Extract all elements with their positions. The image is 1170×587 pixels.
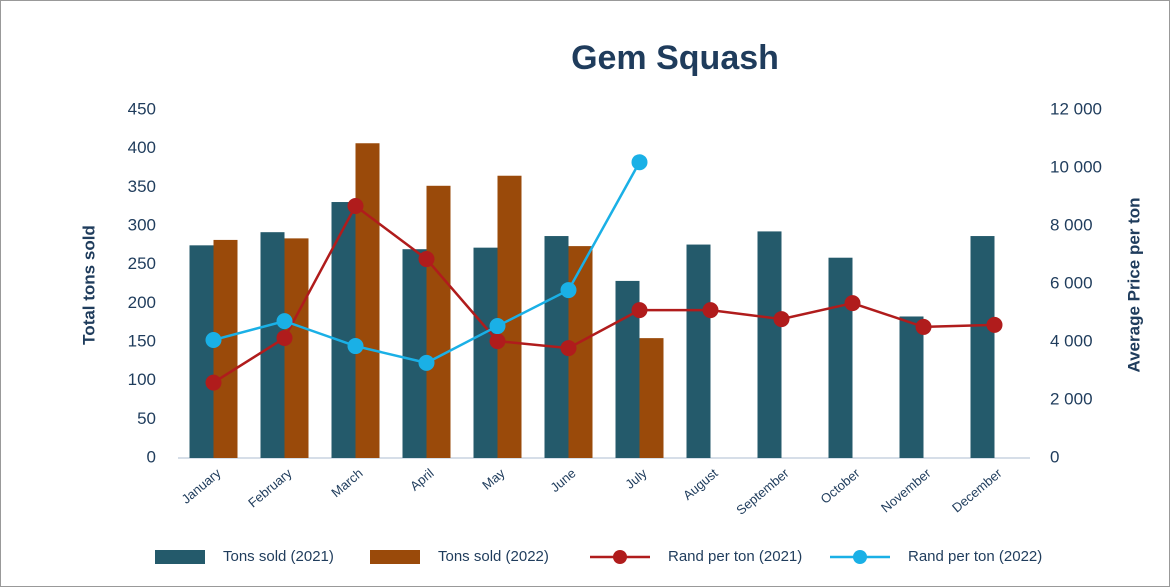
marker	[276, 329, 293, 346]
legend-label: Rand per ton (2022)	[908, 548, 1042, 565]
bar	[757, 231, 782, 458]
bar	[970, 236, 995, 458]
marker	[844, 295, 861, 312]
marker	[205, 331, 222, 348]
legend-label: Rand per ton (2021)	[668, 548, 802, 565]
y-tick-label: 250	[128, 254, 156, 273]
marker	[347, 197, 364, 214]
bar	[189, 245, 214, 458]
y2-axis-label: Average Price per ton	[1124, 197, 1143, 372]
marker	[631, 154, 648, 171]
y2-tick-label: 8 000	[1050, 215, 1093, 234]
y-tick-label: 200	[128, 293, 156, 312]
legend-label: Tons sold (2021)	[223, 548, 334, 565]
legend-marker	[613, 550, 627, 564]
bar	[899, 316, 924, 458]
legend-swatch	[155, 550, 205, 564]
marker	[489, 333, 506, 350]
marker	[560, 282, 577, 299]
legend-swatch	[370, 550, 420, 564]
y2-tick-label: 12 000	[1050, 99, 1102, 118]
bar	[686, 244, 711, 458]
bar	[426, 185, 451, 458]
y2-tick-label: 0	[1050, 447, 1059, 466]
marker	[489, 318, 506, 335]
marker	[631, 302, 648, 319]
bar	[331, 202, 356, 458]
bar	[284, 238, 309, 458]
bar	[402, 249, 427, 458]
y-tick-label: 300	[128, 215, 156, 234]
bar	[639, 338, 664, 458]
y2-tick-label: 6 000	[1050, 273, 1093, 292]
legend-marker	[853, 550, 867, 564]
legend-label: Tons sold (2022)	[438, 548, 549, 565]
marker	[347, 338, 364, 355]
y2-tick-label: 4 000	[1050, 331, 1093, 350]
bar	[828, 257, 853, 458]
marker	[418, 354, 435, 371]
y-tick-label: 350	[128, 177, 156, 196]
y-axis-label: Total tons sold	[79, 225, 98, 345]
line	[212, 204, 995, 384]
marker	[205, 374, 222, 391]
chart-title: Gem Squash	[571, 39, 779, 77]
marker	[418, 251, 435, 268]
bar	[213, 239, 238, 458]
y-tick-label: 400	[128, 138, 156, 157]
marker	[773, 311, 790, 328]
marker	[276, 313, 293, 330]
bar	[355, 143, 380, 458]
marker	[702, 302, 719, 319]
marker	[986, 316, 1003, 333]
y2-tick-label: 10 000	[1050, 157, 1102, 176]
marker	[915, 318, 932, 335]
y-tick-label: 450	[128, 99, 156, 118]
y2-tick-label: 2 000	[1050, 389, 1093, 408]
y-tick-label: 100	[128, 370, 156, 389]
y-tick-label: 150	[128, 331, 156, 350]
y-tick-label: 0	[147, 447, 156, 466]
marker	[560, 340, 577, 357]
bar	[473, 247, 498, 458]
y-tick-label: 50	[137, 409, 156, 428]
